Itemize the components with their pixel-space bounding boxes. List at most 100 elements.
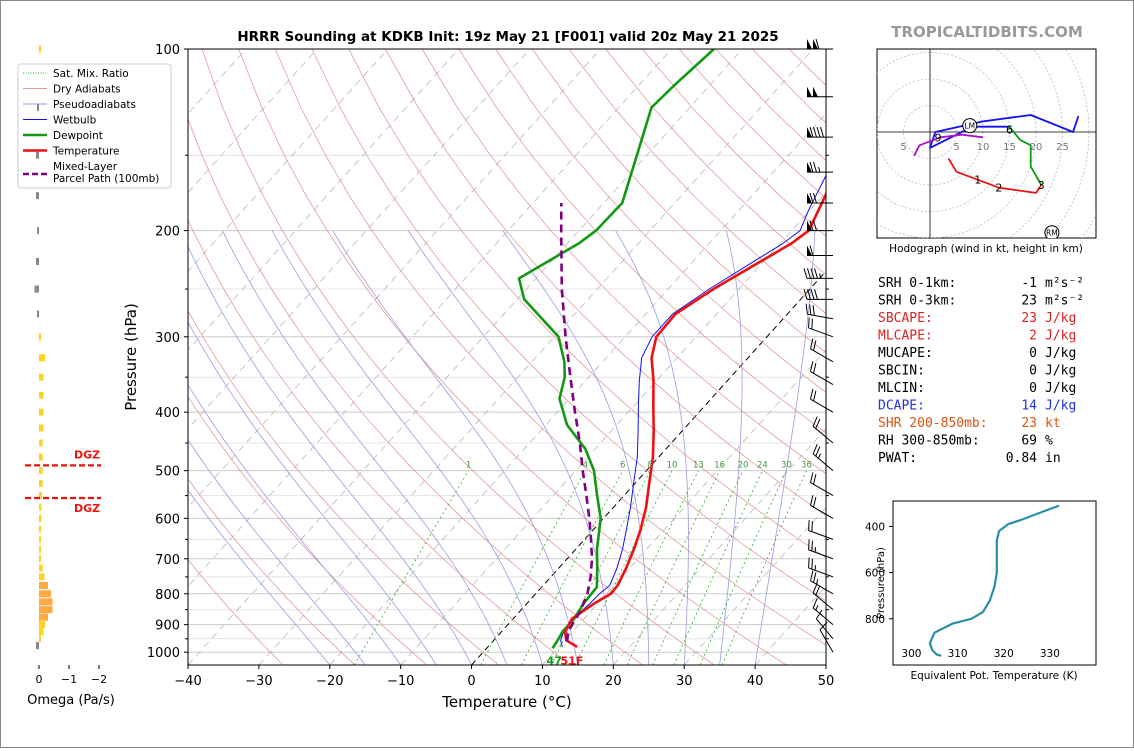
barb-full — [809, 539, 810, 549]
index-label: MLCIN: — [878, 381, 925, 396]
y-tick-label-300: 300 — [155, 331, 180, 346]
omega-bar — [35, 286, 40, 293]
index-label: RH 300-850mb: — [878, 434, 980, 449]
omega-bar — [39, 614, 48, 621]
barb-full — [812, 541, 813, 551]
omega-x-tick-label: −2 — [91, 673, 107, 686]
index-value: 0 — [1029, 381, 1037, 396]
omega-bar — [39, 564, 43, 571]
hodo-height-label: 3 — [1038, 179, 1045, 192]
omega-bar — [39, 628, 44, 635]
index-value: 23 — [1021, 416, 1037, 431]
index-unit: in — [1045, 451, 1061, 466]
index-value: 0 — [1029, 346, 1037, 361]
index-value: 69 — [1021, 434, 1037, 449]
omega-bar — [39, 536, 41, 543]
index-value: 23 — [1021, 294, 1037, 309]
skewt-y-label: Pressure (hPa) — [122, 303, 140, 411]
hodo-height-label: 9 — [934, 131, 941, 144]
omega-x-label: Omega (Pa/s) — [27, 693, 115, 708]
x-tick-label: −30 — [245, 674, 272, 689]
index-label: SHR 200-850mb: — [878, 416, 988, 431]
omega-bar — [39, 515, 41, 522]
dgz-label: DGZ — [74, 502, 100, 515]
index-unit: J/kg — [1045, 364, 1076, 379]
mixing-ratio-label: 1 — [466, 461, 471, 471]
x-tick-label: 40 — [747, 674, 764, 689]
mixing-ratio-label: 4 — [583, 461, 588, 471]
x-tick-label: −20 — [316, 674, 343, 689]
y-tick-label-100: 100 — [155, 43, 180, 58]
omega-bar — [39, 454, 43, 461]
theta-y-label: Pressure (hPa) — [876, 547, 887, 619]
legend-entry: Dry Adiabats — [53, 84, 121, 96]
index-label: PWAT: — [878, 451, 917, 466]
theta-x-tick-label: 330 — [1040, 648, 1060, 660]
index-label: SRH 0-3km: — [878, 294, 956, 309]
omega-bar — [39, 374, 44, 381]
omega-bar — [39, 333, 41, 340]
omega-bar — [39, 573, 44, 580]
theta-x-tick-label: 310 — [948, 648, 968, 660]
omega-x-tick-label: −1 — [61, 673, 77, 686]
mixing-ratio-label: 10 — [667, 461, 678, 471]
barb-full — [812, 521, 813, 531]
index-label: DCAPE: — [878, 399, 925, 414]
x-tick-label: 50 — [818, 674, 835, 689]
legend-entry: Sat. Mix. Ratio — [53, 68, 129, 80]
mixing-ratio-label: 24 — [757, 461, 768, 471]
theta-x-label: Equivalent Pot. Temperature (K) — [910, 670, 1077, 682]
x-tick-label: 0 — [467, 674, 475, 689]
index-label: MLCAPE: — [878, 329, 933, 344]
theta-x-tick-label: 320 — [994, 648, 1014, 660]
index-unit: J/kg — [1045, 346, 1076, 361]
omega-bar — [37, 104, 39, 111]
skewt-background — [188, 49, 826, 665]
omega-bar — [36, 152, 39, 159]
omega-bar — [39, 46, 41, 53]
hodo-height-label: 6 — [1006, 123, 1013, 136]
index-label: SBCIN: — [878, 364, 925, 379]
omega-bar — [39, 635, 41, 642]
y-tick-label-200: 200 — [155, 225, 180, 240]
y-tick-label-900: 900 — [155, 619, 180, 634]
omega-bar — [37, 227, 39, 234]
barb-full — [809, 520, 810, 530]
chart-title: HRRR Sounding at KDKB Init: 19z May 21 [… — [237, 29, 778, 45]
omega-bar — [39, 409, 44, 416]
mixing-ratio-label: 8 — [648, 461, 653, 471]
omega-bar — [39, 354, 45, 361]
omega-bar — [36, 642, 39, 649]
index-label: SRH 0-1km: — [878, 276, 956, 291]
omega-bar — [39, 425, 44, 432]
omega-bar — [37, 311, 39, 318]
omega-bar — [36, 258, 39, 265]
barb-pennant — [807, 39, 812, 49]
index-value: 14 — [1021, 399, 1037, 414]
y-tick-label-800: 800 — [155, 588, 180, 603]
y-tick-label-700: 700 — [155, 553, 180, 568]
hodo-ring-label: 10 — [977, 142, 990, 153]
x-tick-label: 30 — [676, 674, 693, 689]
omega-bar — [39, 582, 48, 589]
index-value: 23 — [1021, 311, 1037, 326]
hodograph-caption: Hodograph (wind in kt, height in km) — [889, 243, 1083, 255]
barb-full — [812, 559, 813, 569]
omega-bar — [39, 546, 41, 553]
mixing-ratio-label: 6 — [620, 461, 625, 471]
barb-full — [809, 317, 810, 327]
hodo-ring-label: 5 — [900, 142, 906, 153]
index-unit: % — [1045, 434, 1053, 449]
legend-entry: Wetbulb — [53, 115, 97, 127]
mixing-ratio-label: 13 — [693, 461, 704, 471]
y-tick-label-400: 400 — [155, 406, 180, 421]
index-label: SBCAPE: — [878, 311, 933, 326]
index-unit: m²s⁻² — [1045, 276, 1084, 291]
